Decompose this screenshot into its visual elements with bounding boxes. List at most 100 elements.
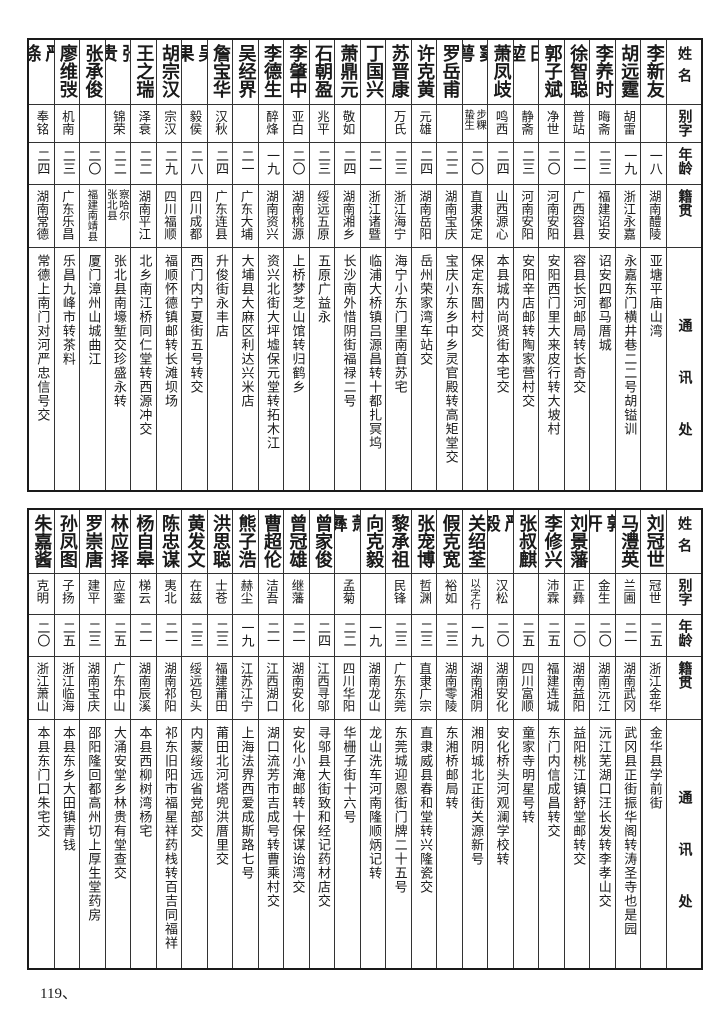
- person-alias-cell: 克明: [29, 574, 54, 615]
- person-alias: 洁吾: [264, 579, 279, 604]
- header-age-cell: 年龄: [667, 615, 701, 657]
- person-native-cell: 直隶广宗: [411, 657, 437, 720]
- person-alias: 毅侯: [187, 110, 203, 135]
- person-record: 郭开 金生 二〇 湖南沅江 沅江芜湖口汪长发转李孝山交: [589, 510, 615, 968]
- person-address: 莆田北河塔兜洪厝里交: [212, 726, 228, 866]
- person-alias: 晦斋: [595, 110, 611, 135]
- person-native-cell: 浙江诸暨: [360, 185, 386, 248]
- person-record: 田堃 静斋 二三 河南安阳 安阳辛店邮转陶家营村交: [512, 40, 539, 490]
- person-alias-cell: 醉烽: [258, 105, 284, 143]
- person-native-cell: 绥远五原: [309, 185, 335, 248]
- person-name-cell: 曾冠雄: [284, 510, 309, 574]
- person-name-cell: 刘冠世: [641, 510, 666, 574]
- header-age: 年龄: [676, 619, 693, 647]
- person-alias: 子扬: [59, 579, 75, 604]
- person-alias-cell: 汉松: [488, 574, 513, 615]
- person-address-cell: 临浦大桥镇吕源昌转十都扎冥坞: [361, 248, 386, 490]
- person-address-cell: 本县城内尚贤街本宅交: [488, 248, 513, 490]
- person-native: 湖南桃源: [289, 190, 305, 240]
- person-record: 曾家俊 二四 江西寻邬 寻邬县大街致和经记药材店交: [308, 510, 335, 968]
- person-age: 二一: [161, 621, 177, 647]
- person-address-cell: 五原广益永: [310, 248, 335, 490]
- person-age: 二三: [595, 149, 611, 175]
- person-address-cell: 升俊街永丰店: [208, 248, 233, 490]
- person-address-cell: 保定东閭村交: [463, 248, 488, 490]
- person-record: 郭子斌 净世 二〇 河南安阳 安阳西门里大来皮行转大坡村: [538, 40, 564, 490]
- person-native: 四川成都: [187, 190, 203, 240]
- person-name: 田堃: [513, 44, 539, 76]
- header-address-cell: 通讯处: [667, 248, 701, 490]
- person-age: 二三: [85, 621, 101, 647]
- person-address-cell: 张北县南壕堑交珍盛永转: [106, 248, 131, 490]
- person-native: 湖南常德: [34, 190, 50, 240]
- person-name-cell: 田堃: [513, 40, 539, 105]
- person-alias-cell: 静斋: [513, 105, 539, 143]
- person-alias: 普站: [570, 110, 586, 135]
- person-age-cell: 二三: [411, 615, 437, 657]
- person-address: 湖口流芳市吉成号转曹乘村交: [264, 726, 279, 908]
- person-age: 二三: [315, 149, 331, 175]
- person-age: 二三: [212, 621, 228, 647]
- person-record: 苏晋康 万氏 二三 浙江海宁 海宁小东门里南首苏宅: [385, 40, 411, 490]
- person-native: 河南安阳: [544, 190, 560, 240]
- person-name-cell: 严涤: [29, 40, 54, 105]
- person-address: 升俊街永丰店: [212, 254, 228, 338]
- person-address-cell: 本县东门口朱宅交: [29, 720, 54, 968]
- person-native-cell: 湖南资兴: [258, 185, 284, 248]
- person-native-cell: 河南安阳: [513, 185, 539, 248]
- person-address: 常德上南门对河严忠信号交: [34, 254, 50, 422]
- person-age: 一九: [621, 149, 637, 175]
- person-age-cell: 二三: [80, 615, 105, 657]
- person-name-cell: 张贵: [105, 40, 131, 105]
- person-address: 乐昌九峰市转茶料: [59, 254, 75, 366]
- person-native-cell: 江西湖口: [258, 657, 284, 720]
- person-native-cell: 湖南沅江: [590, 657, 615, 720]
- person-age-cell: 二二: [105, 143, 131, 185]
- person-address: 安阳辛店邮转陶家营村交: [519, 254, 535, 408]
- person-native: 直隶广宗: [417, 662, 433, 712]
- person-address: 本县西柳树湾杨宅: [136, 726, 152, 838]
- person-address-cell: 永嘉东门横井巷二二号胡镒训: [616, 248, 641, 490]
- person-record: 萧彝 孟菊 二二 四川华阳 华栅子街十六号: [334, 510, 360, 968]
- person-alias: 赫尘: [238, 579, 254, 604]
- person-name: 许克黄: [414, 44, 436, 98]
- header-column: 姓名 别字 年龄 籍贯 通讯处: [666, 40, 701, 490]
- person-age: 二一: [238, 149, 254, 175]
- person-age: 二五: [110, 621, 126, 647]
- person-age-cell: 二〇: [539, 143, 564, 185]
- person-address: 童家寺明星号转: [519, 726, 535, 824]
- person-native: 福建诏安: [595, 190, 611, 240]
- header-native-cell: 籍贯: [667, 657, 701, 720]
- person-record: 黄发文 在兹 二三 绥远包头 内蒙绥远省党部交: [181, 510, 207, 968]
- person-address: 张北县南壕堑交珍盛永转: [110, 254, 126, 408]
- person-age: 一九: [366, 621, 382, 647]
- person-alias-cell: 哲渊: [411, 574, 437, 615]
- person-alias: 孟菊: [340, 579, 356, 604]
- person-native: 湖南益阳: [570, 662, 586, 712]
- person-native: 湖南安化: [289, 662, 305, 712]
- person-record: 胡远霆 胡雷 一九 浙江永嘉 永嘉东门横井巷二二号胡镒训: [614, 40, 641, 490]
- person-age: 二〇: [85, 149, 101, 175]
- person-record: 徐智聪 普站 二一 广西容县 容县长河邮局转长奇交: [563, 40, 590, 490]
- person-address: 厦门漳州山城曲江: [85, 254, 101, 366]
- person-age-cell: 二四: [309, 615, 335, 657]
- person-alias: 兆平: [315, 110, 331, 135]
- person-name: 李修兴: [541, 514, 563, 568]
- header-address-cell: 通讯处: [667, 720, 701, 968]
- person-name-cell: 林应择: [105, 510, 131, 574]
- person-native-cell: 广西容县: [564, 185, 590, 248]
- person-alias-cell: 泽衰: [131, 105, 156, 143]
- person-native: 湖南宝庆: [85, 662, 101, 712]
- person-alias: 应銮: [110, 579, 126, 604]
- person-native: 察哈尔 张北县: [105, 189, 130, 221]
- person-age-cell: 二一: [131, 615, 156, 657]
- person-address-cell: 资兴北街大坪墟保元堂转拓木江: [259, 248, 284, 490]
- person-alias: 奉铭: [34, 110, 50, 135]
- person-alias-cell: 子扬: [54, 574, 80, 615]
- person-age: 一九: [264, 149, 279, 175]
- person-name: 萧凤歧: [490, 44, 512, 98]
- header-address: 通讯处: [676, 790, 693, 946]
- person-address-cell: 安化小淹邮转十保谋诒湾交: [284, 720, 309, 968]
- person-native-cell: 广东东莞: [386, 657, 411, 720]
- person-record: 丁国兴 二一 浙江诸暨 临浦大桥镇吕源昌转十都扎冥坞: [359, 40, 386, 490]
